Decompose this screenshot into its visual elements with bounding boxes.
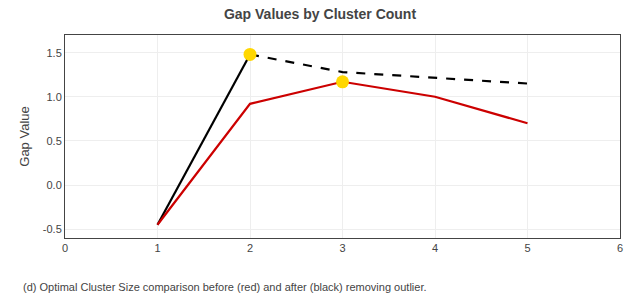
svg-text:Gap Values by Cluster Count: Gap Values by Cluster Count bbox=[224, 6, 416, 22]
svg-text:0: 0 bbox=[62, 242, 68, 254]
svg-text:3: 3 bbox=[339, 242, 345, 254]
svg-text:1.0: 1.0 bbox=[47, 91, 62, 103]
svg-text:1: 1 bbox=[154, 242, 160, 254]
svg-text:-0.5: -0.5 bbox=[43, 223, 62, 235]
svg-text:0.5: 0.5 bbox=[47, 135, 62, 147]
svg-text:4: 4 bbox=[432, 242, 438, 254]
svg-text:1.5: 1.5 bbox=[47, 47, 62, 59]
svg-text:Gap Value: Gap Value bbox=[17, 106, 32, 166]
svg-text:5: 5 bbox=[524, 242, 530, 254]
svg-text:0.0: 0.0 bbox=[47, 179, 62, 191]
svg-text:2: 2 bbox=[247, 242, 253, 254]
svg-text:(d) Optimal Cluster Size compa: (d) Optimal Cluster Size comparison befo… bbox=[23, 281, 427, 293]
svg-text:6: 6 bbox=[617, 242, 623, 254]
